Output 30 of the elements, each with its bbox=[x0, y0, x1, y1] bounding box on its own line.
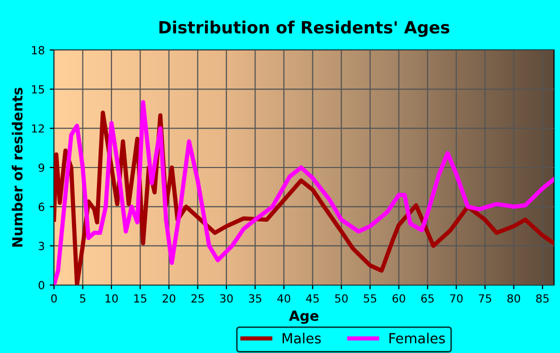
x-tick-label: 55 bbox=[364, 294, 376, 303]
x-tick-label: 60 bbox=[392, 294, 406, 303]
y-tick-label: 9 bbox=[38, 163, 44, 172]
x-tick-label: 70 bbox=[450, 294, 463, 303]
y-axis-title: Number of residents bbox=[12, 88, 23, 247]
x-tick-label: 10 bbox=[106, 294, 118, 303]
x-tick-label: 5 bbox=[80, 294, 86, 303]
x-tick-label: 45 bbox=[306, 294, 319, 303]
x-tick-label: 30 bbox=[220, 294, 233, 303]
y-tick-label: 18 bbox=[32, 46, 44, 54]
x-tick-label: 25 bbox=[191, 294, 204, 303]
x-tick-label: 0 bbox=[51, 294, 57, 303]
x-tick-label: 75 bbox=[478, 294, 492, 303]
x-tick-label: 20 bbox=[162, 294, 176, 303]
x-tick-label: 85 bbox=[536, 294, 549, 303]
x-axis-title: Age bbox=[289, 310, 318, 324]
y-tick-label: 6 bbox=[38, 202, 44, 212]
y-tick-label: 0 bbox=[38, 280, 44, 290]
legend-label: Males bbox=[282, 332, 321, 344]
x-tick-label: 65 bbox=[421, 294, 434, 303]
x-tick-label: 80 bbox=[507, 294, 520, 303]
y-tick-label: 15 bbox=[32, 85, 44, 94]
x-tick-label: 50 bbox=[335, 294, 348, 303]
x-tick-label: 40 bbox=[277, 294, 290, 303]
x-tick-label: 35 bbox=[248, 294, 262, 303]
x-tick-label: 15 bbox=[134, 294, 146, 303]
y-tick-label: 12 bbox=[32, 124, 44, 133]
y-tick-label: 3 bbox=[38, 242, 44, 250]
legend-label: Females bbox=[389, 332, 445, 344]
chart-title: Distribution of Residents' Ages bbox=[159, 20, 450, 37]
